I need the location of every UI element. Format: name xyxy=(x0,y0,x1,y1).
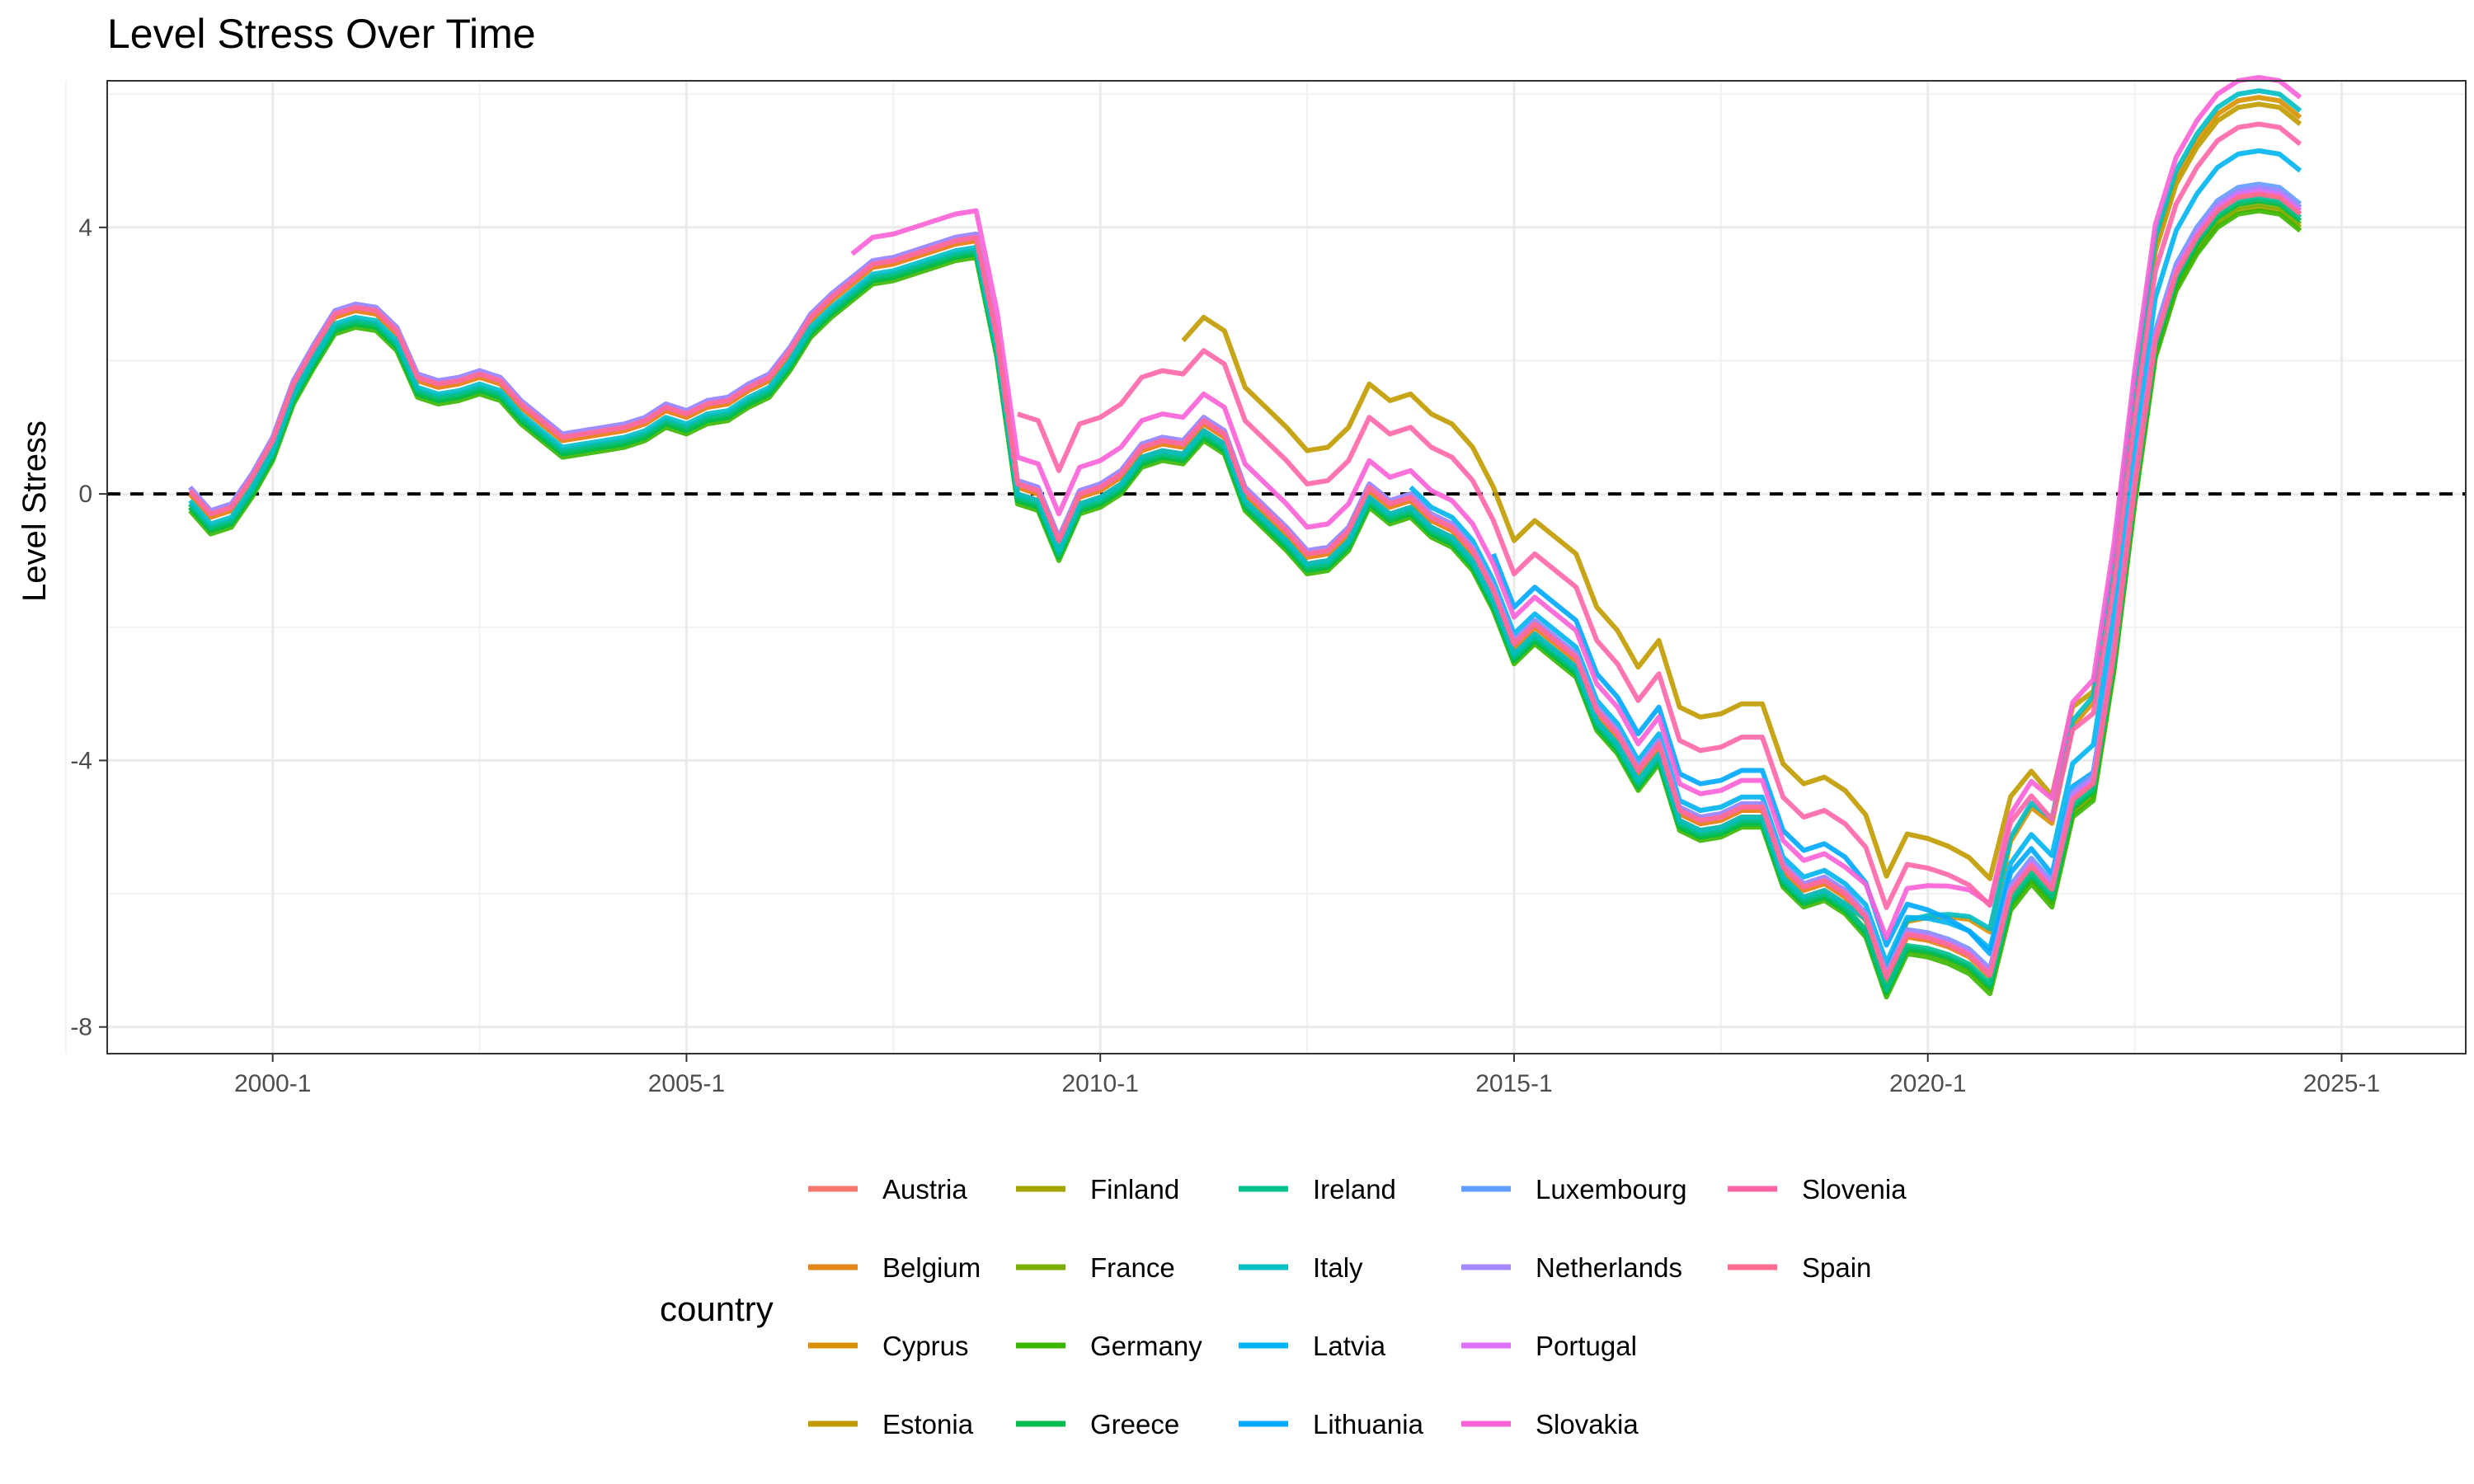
legend: country Austria Belgium Cyprus Estonia Finla… xyxy=(660,1174,1907,1439)
x-tick-label: 2000-1 xyxy=(234,1070,311,1097)
legend-label-france: France xyxy=(1090,1252,1175,1283)
legend-label-spain: Spain xyxy=(1802,1252,1871,1283)
y-tick-label: -8 xyxy=(70,1014,92,1041)
legend-label-italy: Italy xyxy=(1313,1252,1363,1283)
x-tick-label: 2005-1 xyxy=(648,1070,725,1097)
series-line-spain xyxy=(188,191,2302,980)
legend-label-lithuania: Lithuania xyxy=(1313,1409,1424,1439)
legend-label-germany: Germany xyxy=(1090,1331,1202,1361)
plot-panel xyxy=(107,81,2466,1054)
x-tick-label: 2020-1 xyxy=(1889,1070,1966,1097)
series-line-italy xyxy=(188,88,2302,974)
x-tick-label: 2015-1 xyxy=(1475,1070,1552,1097)
legend-label-belgium: Belgium xyxy=(882,1252,981,1283)
axis-ticks: 2000-1 2005-1 2010-1 2015-1 2020-1 2025-1 4 0 -4… xyxy=(70,214,2380,1097)
series-line-latvia xyxy=(1409,148,2302,965)
legend-label-luxembourg: Luxembourg xyxy=(1536,1174,1686,1205)
legend-label-greece: Greece xyxy=(1090,1409,1179,1439)
chart-title: Level Stress Over Time xyxy=(107,11,536,57)
grid-lines xyxy=(64,81,2466,1054)
legend-label-latvia: Latvia xyxy=(1313,1331,1386,1361)
y-tick-label: -4 xyxy=(70,747,92,774)
series-line-slovenia xyxy=(1016,121,2302,910)
legend-label-ireland: Ireland xyxy=(1313,1174,1396,1205)
series-line-slovakia xyxy=(850,75,2302,941)
legend-label-cyprus: Cyprus xyxy=(882,1331,969,1361)
y-tick-label: 4 xyxy=(78,214,92,242)
legend-label-slovakia: Slovakia xyxy=(1536,1409,1639,1439)
plot-panel-border xyxy=(106,80,2467,1054)
series-lines xyxy=(188,75,2302,1000)
x-tick-label: 2025-1 xyxy=(2303,1070,2380,1097)
y-axis-title: Level Stress xyxy=(16,420,53,602)
legend-label-finland: Finland xyxy=(1090,1174,1179,1205)
legend-label-portugal: Portugal xyxy=(1536,1331,1637,1361)
legend-label-slovenia: Slovenia xyxy=(1802,1174,1907,1205)
legend-label-netherlands: Netherlands xyxy=(1536,1252,1682,1283)
x-tick-label: 2010-1 xyxy=(1061,1070,1138,1097)
legend-label-austria: Austria xyxy=(882,1174,967,1205)
legend-title: country xyxy=(660,1289,774,1328)
legend-label-estonia: Estonia xyxy=(882,1409,974,1439)
y-tick-label: 0 xyxy=(78,481,92,508)
